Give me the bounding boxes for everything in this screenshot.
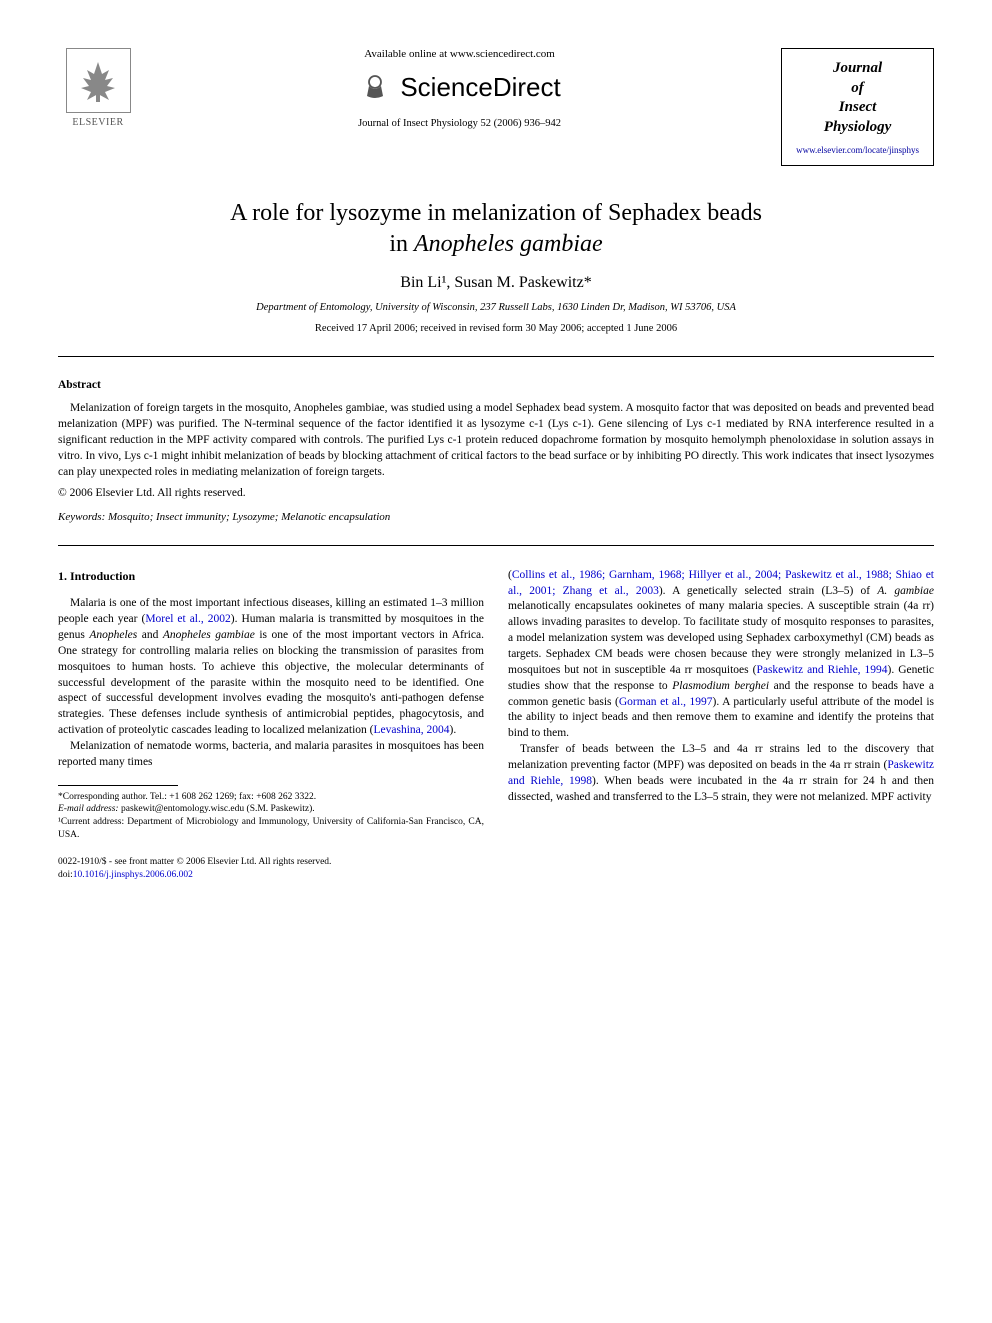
sciencedirect-icon: [358, 70, 392, 104]
elsevier-logo: ELSEVIER: [58, 48, 138, 138]
available-online-text: Available online at www.sciencedirect.co…: [152, 48, 767, 60]
abstract-section: Abstract Melanization of foreign targets…: [58, 379, 934, 522]
email-address[interactable]: paskewit@entomology.wisc.edu (S.M. Paske…: [119, 804, 315, 814]
ref-link[interactable]: Paskewitz and Riehle, 1994: [756, 664, 887, 676]
journal-box-title: Journal of Insect Physiology: [796, 59, 919, 137]
keywords-label: Keywords:: [58, 511, 105, 523]
abstract-text: Melanization of foreign targets in the m…: [58, 401, 934, 480]
affiliation: Department of Entomology, University of …: [58, 302, 934, 313]
journal-line: Journal: [796, 59, 919, 79]
email-label: E-mail address:: [58, 804, 119, 814]
keywords-text: Mosquito; Insect immunity; Lysozyme; Mel…: [105, 511, 390, 523]
doi: doi:10.1016/j.jinsphys.2006.06.002: [58, 869, 484, 882]
journal-url[interactable]: www.elsevier.com/locate/jinsphys: [796, 145, 919, 155]
journal-line: of: [796, 79, 919, 99]
divider-rule: [58, 356, 934, 357]
title-line2-italic: Anopheles gambiae: [414, 231, 603, 257]
ref-link[interactable]: Morel et al., 2002: [145, 613, 230, 625]
header-row: ELSEVIER Available online at www.science…: [58, 48, 934, 166]
abstract-copyright: © 2006 Elsevier Ltd. All rights reserved…: [58, 487, 934, 499]
title-line1: A role for lysozyme in melanization of S…: [230, 200, 762, 226]
footnote-1: ¹Current address: Department of Microbio…: [58, 816, 484, 842]
journal-citation: Journal of Insect Physiology 52 (2006) 9…: [152, 118, 767, 129]
abstract-heading: Abstract: [58, 379, 934, 391]
left-column: 1. Introduction Malaria is one of the mo…: [58, 568, 484, 882]
intro-p1: Malaria is one of the most important inf…: [58, 596, 484, 739]
email-line: E-mail address: paskewit@entomology.wisc…: [58, 803, 484, 816]
bottom-matter: 0022-1910/$ - see front matter © 2006 El…: [58, 856, 484, 882]
elsevier-tree-icon: [66, 48, 131, 113]
sciencedirect-row: ScienceDirect: [152, 70, 767, 104]
keywords: Keywords: Mosquito; Insect immunity; Lys…: [58, 511, 934, 523]
title-line2-prefix: in: [389, 231, 414, 257]
paper-title: A role for lysozyme in melanization of S…: [58, 198, 934, 260]
intro-p2: Melanization of nematode worms, bacteria…: [58, 739, 484, 771]
elsevier-text: ELSEVIER: [72, 117, 123, 128]
corresponding-author: *Corresponding author. Tel.: +1 608 262 …: [58, 791, 484, 804]
footnote-rule: [58, 785, 178, 786]
ref-link[interactable]: Gorman et al., 1997: [619, 696, 713, 708]
journal-line: Insect: [796, 98, 919, 118]
divider-rule: [58, 545, 934, 546]
authors: Bin Li¹, Susan M. Paskewitz*: [58, 274, 934, 292]
ref-link[interactable]: Levashina, 2004: [373, 724, 449, 736]
col2-p2: Transfer of beads between the L3–5 and 4…: [508, 742, 934, 805]
journal-box: Journal of Insect Physiology www.elsevie…: [781, 48, 934, 166]
journal-line: Physiology: [796, 118, 919, 138]
footnotes: *Corresponding author. Tel.: +1 608 262 …: [58, 791, 484, 842]
doi-link[interactable]: 10.1016/j.jinsphys.2006.06.002: [73, 870, 193, 880]
sciencedirect-text: ScienceDirect: [400, 72, 560, 103]
right-column: (Collins et al., 1986; Garnham, 1968; Hi…: [508, 568, 934, 882]
body-columns: 1. Introduction Malaria is one of the mo…: [58, 568, 934, 882]
title-section: A role for lysozyme in melanization of S…: [58, 198, 934, 334]
center-header: Available online at www.sciencedirect.co…: [138, 48, 781, 129]
received-dates: Received 17 April 2006; received in revi…: [58, 323, 934, 334]
col2-p1: (Collins et al., 1986; Garnham, 1968; Hi…: [508, 568, 934, 742]
front-matter: 0022-1910/$ - see front matter © 2006 El…: [58, 856, 484, 869]
intro-heading: 1. Introduction: [58, 568, 484, 585]
